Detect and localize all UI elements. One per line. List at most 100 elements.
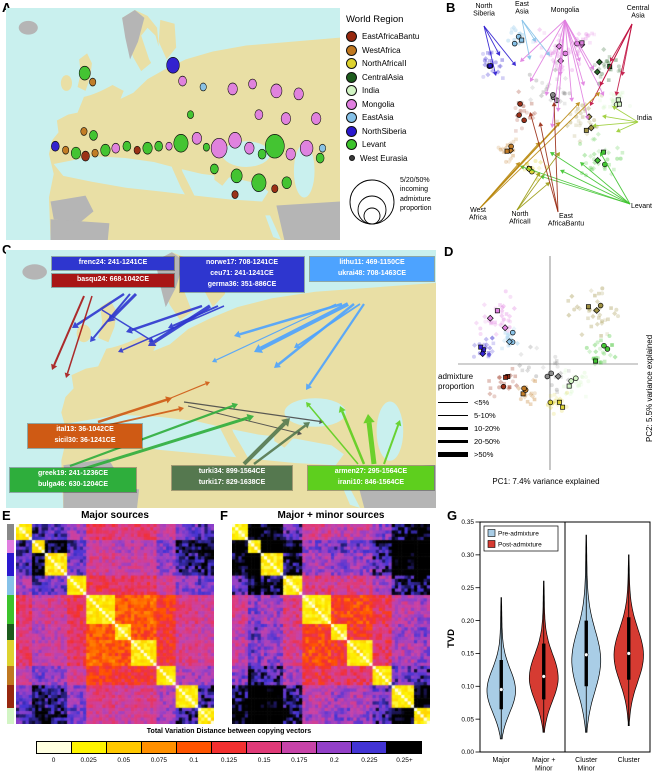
scatter-point — [620, 90, 625, 95]
admixture-arrow-head — [599, 152, 605, 157]
x-category-label: Major + — [532, 757, 556, 764]
scatter-point — [522, 109, 527, 113]
scatter-point — [598, 98, 602, 103]
scatter-point — [548, 51, 553, 56]
scatter-point — [504, 159, 509, 164]
scatter-point — [611, 99, 616, 104]
line-weight-label: 5-10% — [474, 411, 496, 420]
scatter-point — [594, 321, 600, 327]
scatter-marker — [585, 304, 591, 310]
x-category-label: Cluster — [575, 757, 598, 764]
x-category-label: Minor — [577, 766, 595, 773]
violin-median-dot — [541, 674, 546, 679]
scatter-point — [516, 89, 522, 95]
heatmap-region-band — [7, 685, 14, 708]
panel-e-region-strip — [7, 524, 14, 724]
map-admixture-pie — [178, 75, 187, 87]
scatter-point — [529, 85, 536, 91]
size-legend-circle — [357, 195, 387, 225]
colorbar-tick-label: 0.025 — [80, 757, 97, 764]
scatter-marker — [508, 143, 514, 150]
cluster-box-line: irani10: 846-1564CE — [337, 478, 405, 486]
map-admixture-pie — [293, 87, 304, 101]
scatter-point — [536, 165, 542, 171]
scatter-point — [554, 359, 559, 363]
scatter-point — [511, 305, 517, 312]
cluster-box-line: turki17: 829-1638CE — [198, 478, 266, 486]
admixture-arrow-head — [148, 338, 157, 346]
scatter-marker — [593, 358, 599, 364]
map-admixture-pie — [227, 82, 238, 96]
scatter-point — [550, 51, 555, 56]
line-weight-label: <5% — [474, 398, 490, 407]
scatter-point — [563, 368, 568, 373]
map-admixture-pie — [285, 147, 296, 161]
scatter-point — [507, 325, 512, 330]
scatter-point — [578, 141, 583, 146]
scatter-point — [505, 336, 510, 341]
scatter-marker — [521, 385, 527, 392]
map-admixture-pie — [78, 65, 91, 81]
scatter-point — [555, 77, 559, 82]
scatter-point — [597, 316, 601, 320]
scatter-point — [482, 342, 487, 347]
scatter-marker — [544, 373, 551, 380]
scatter-point — [588, 288, 594, 294]
scatter-point — [576, 119, 581, 123]
region-color-dot — [346, 112, 357, 124]
y-tick-label: 0.10 — [461, 683, 474, 690]
world-region-legend: World Region EastAfricaBantu WestAfrica No… — [346, 14, 458, 165]
scatter-point — [486, 352, 491, 357]
scatter-point — [517, 362, 523, 369]
scatter-point — [489, 348, 495, 354]
admixture-arrow — [516, 175, 539, 211]
scatter-point — [605, 157, 610, 162]
scatter-point — [595, 340, 600, 345]
x-category-label: Major — [492, 757, 510, 764]
admixture-arrow — [103, 408, 180, 427]
admixture-arrow-head — [511, 61, 516, 66]
world-region-legend-item: Mongolia — [346, 98, 458, 112]
panel-f-label: F — [220, 508, 228, 523]
map-admixture-pie — [210, 163, 219, 175]
scatter-point — [527, 115, 532, 120]
scatter-point — [538, 159, 544, 165]
scatter-point — [552, 50, 557, 55]
scatter-point — [472, 342, 478, 348]
admixture-arrow — [122, 305, 225, 351]
scatter-point — [513, 374, 518, 379]
scatter-point — [599, 334, 603, 338]
admixture-proportion-legend-item: <5% — [438, 396, 522, 409]
scatter-point — [520, 33, 525, 37]
admixture-arrow-head — [614, 91, 620, 96]
scatter-point — [540, 364, 546, 370]
admixture-arrow — [615, 107, 639, 123]
region-label: NorthSiberia — [362, 126, 407, 136]
scatter-point — [612, 98, 616, 102]
map-admixture-pie — [281, 176, 292, 190]
admixture-size-legend-text: 5/20/50% incoming admixture proportion — [400, 176, 432, 214]
scatter-marker — [547, 399, 554, 406]
scatter-point — [565, 390, 570, 395]
region-label: EastAfricaBantu — [362, 32, 420, 42]
scatter-point — [514, 129, 518, 133]
scatter-point — [572, 134, 577, 138]
scatter-point — [534, 345, 540, 351]
map-admixture-pie — [299, 139, 314, 157]
scatter-point — [553, 398, 558, 403]
scatter-point — [482, 58, 487, 63]
scatter-point — [627, 103, 632, 108]
scatter-point — [602, 104, 607, 109]
scatter-point — [590, 313, 596, 319]
panel-e-heatmap — [16, 524, 214, 724]
scatter-point — [597, 291, 601, 296]
y-tick-label: 0.25 — [461, 585, 474, 592]
admixture-arrow-head — [540, 174, 545, 180]
scatter-point — [590, 31, 594, 36]
colorbar-title: Total Variation Distance between copying… — [146, 728, 312, 735]
scatter-point — [614, 307, 619, 312]
scatter-point — [609, 97, 614, 102]
scatter-point — [500, 321, 505, 325]
map-admixture-pie — [173, 134, 189, 153]
scatter-marker — [583, 127, 589, 133]
